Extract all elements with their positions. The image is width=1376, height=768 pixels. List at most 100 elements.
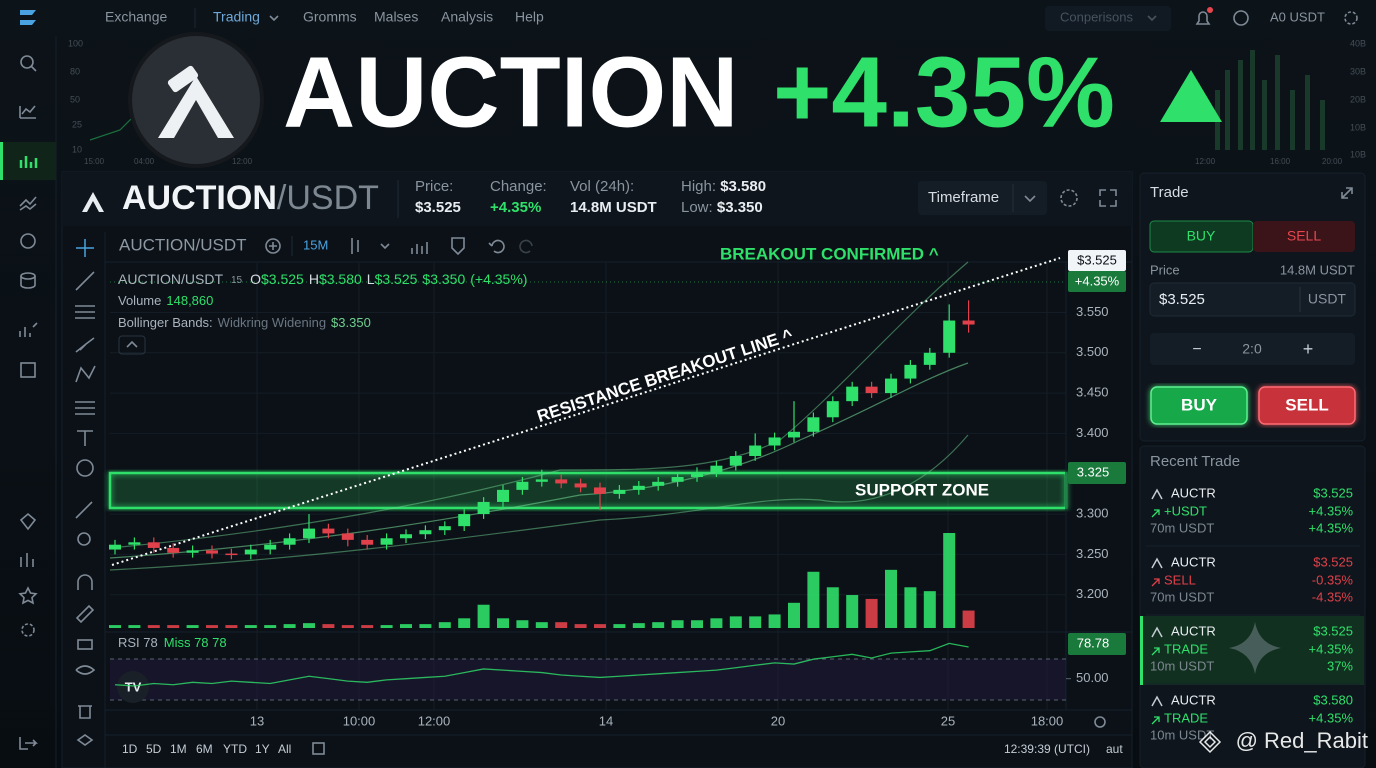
volume-bar (516, 620, 529, 628)
toolbar-symbol[interactable]: AUCTION/USDT (119, 235, 247, 254)
active-tab[interactable] (0, 142, 56, 180)
bars-icon (19, 156, 38, 168)
sell-tab[interactable] (1253, 221, 1355, 252)
chart-icon[interactable] (19, 105, 36, 119)
indicator-icon[interactable] (411, 242, 428, 254)
volume-bar (671, 620, 684, 628)
brush-tool[interactable] (75, 337, 95, 353)
nav-item[interactable]: Help (515, 9, 544, 25)
rsi-sub: Miss 78 78 (164, 635, 227, 650)
range-button[interactable]: 1D (122, 742, 138, 756)
app-logo[interactable] (20, 10, 36, 25)
trade-symbol: AUCTR (1171, 692, 1216, 707)
date-range-icon[interactable] (312, 742, 325, 755)
settings-icon[interactable] (21, 623, 35, 637)
star-icon[interactable] (18, 586, 38, 605)
trade-arrow (1151, 716, 1160, 725)
nav-item[interactable]: Trading (213, 9, 260, 25)
tv-logo[interactable] (117, 671, 149, 703)
candle-body (943, 320, 956, 353)
rsi-tick-label: 50.00 (1076, 670, 1109, 685)
rsi-pane: RSI 78 Miss 78 78 78.78 TV (105, 631, 1132, 703)
axis-settings[interactable] (1094, 716, 1106, 728)
range-button[interactable]: 5D (146, 742, 162, 756)
qty-value[interactable]: 2:0 (1242, 341, 1262, 357)
lock-tool[interactable] (77, 639, 93, 650)
volume-bar (885, 569, 897, 628)
redo-icon[interactable] (519, 239, 533, 254)
gem-icon[interactable] (19, 512, 37, 531)
interval-button[interactable]: 15M (303, 237, 328, 252)
stats-icon[interactable] (19, 322, 38, 337)
undo-icon[interactable] (488, 239, 505, 254)
recent-title: Recent Trade (1150, 453, 1240, 470)
timeframe-button[interactable] (918, 181, 1047, 215)
eye-tool[interactable] (75, 665, 96, 675)
qty-minus[interactable]: − (1192, 341, 1201, 358)
timeframe-text: Timeframe (928, 189, 999, 206)
settings-tool[interactable] (75, 401, 95, 415)
clock: 12:39:39 (UTCI) (1004, 742, 1090, 756)
magnet-tool[interactable] (77, 574, 93, 590)
resistance-line (111, 257, 1061, 566)
range-button[interactable]: 1M (170, 742, 187, 756)
chart-icon[interactable] (20, 553, 34, 567)
crosshair-tool[interactable] (76, 239, 94, 257)
pencil-tool[interactable] (75, 604, 95, 624)
nav-item[interactable]: Malses (374, 9, 418, 25)
line-tool[interactable] (75, 271, 95, 291)
expand-icon[interactable] (1341, 187, 1353, 199)
bell-icon[interactable] (1195, 11, 1211, 25)
emoji-tool[interactable] (76, 459, 94, 477)
trash-tool[interactable] (78, 705, 92, 719)
qty-plus[interactable]: + (1303, 339, 1314, 359)
pattern-tool[interactable] (75, 365, 96, 383)
candle-type-icon[interactable] (351, 238, 359, 254)
account-balance[interactable]: A0 USDT (1270, 9, 1325, 24)
volume-bar (361, 625, 374, 628)
last-change-box (1068, 271, 1126, 292)
text-tool[interactable] (77, 430, 93, 446)
add-icon[interactable] (265, 238, 281, 254)
doc-icon[interactable] (20, 362, 36, 378)
nav-item[interactable]: Gromms (303, 9, 357, 25)
volume-bar (109, 625, 121, 628)
trend-icon[interactable] (19, 196, 37, 211)
range-button[interactable]: All (278, 742, 291, 756)
layers-tool[interactable] (76, 734, 94, 746)
legend-l: $3.525 (375, 271, 418, 287)
zoom-tool[interactable] (77, 532, 91, 546)
watermark-logo (1198, 730, 1222, 754)
range-button[interactable]: 1Y (255, 742, 270, 756)
trade-amount: 70m USDT (1150, 520, 1214, 535)
candle-body (147, 542, 160, 548)
logo-glyph (158, 76, 234, 138)
candle-body (807, 417, 820, 432)
nav-item[interactable]: Analysis (441, 9, 493, 25)
nav-item[interactable]: Exchange (105, 9, 167, 25)
range-button[interactable]: 6M (196, 742, 213, 756)
collapse-button[interactable] (118, 335, 146, 355)
status-icon[interactable] (1233, 10, 1249, 26)
auto-scale[interactable]: aut (1106, 742, 1123, 756)
settings-icon[interactable] (1060, 189, 1078, 207)
legend-o: $3.525 (261, 271, 304, 287)
header-logo (82, 192, 104, 212)
fib-tool[interactable] (75, 305, 95, 319)
search-box[interactable] (1045, 6, 1171, 31)
trade-price: $3.525 (1313, 554, 1353, 569)
logout-icon[interactable] (19, 737, 38, 750)
fullscreen-icon[interactable] (1099, 189, 1117, 207)
sell-tab-text: SELL (1287, 228, 1321, 244)
price-input[interactable] (1149, 282, 1356, 317)
alert-icon[interactable] (451, 237, 465, 256)
clock-icon[interactable] (20, 233, 36, 249)
sidebar (0, 36, 57, 768)
ruler-tool[interactable] (75, 501, 93, 519)
range-button[interactable]: YTD (223, 742, 247, 756)
sell-button[interactable] (1258, 386, 1356, 425)
search-icon[interactable] (20, 55, 34, 69)
settings-icon[interactable] (1344, 11, 1358, 25)
buy-button[interactable] (1150, 386, 1248, 425)
volume-bar (904, 587, 917, 628)
